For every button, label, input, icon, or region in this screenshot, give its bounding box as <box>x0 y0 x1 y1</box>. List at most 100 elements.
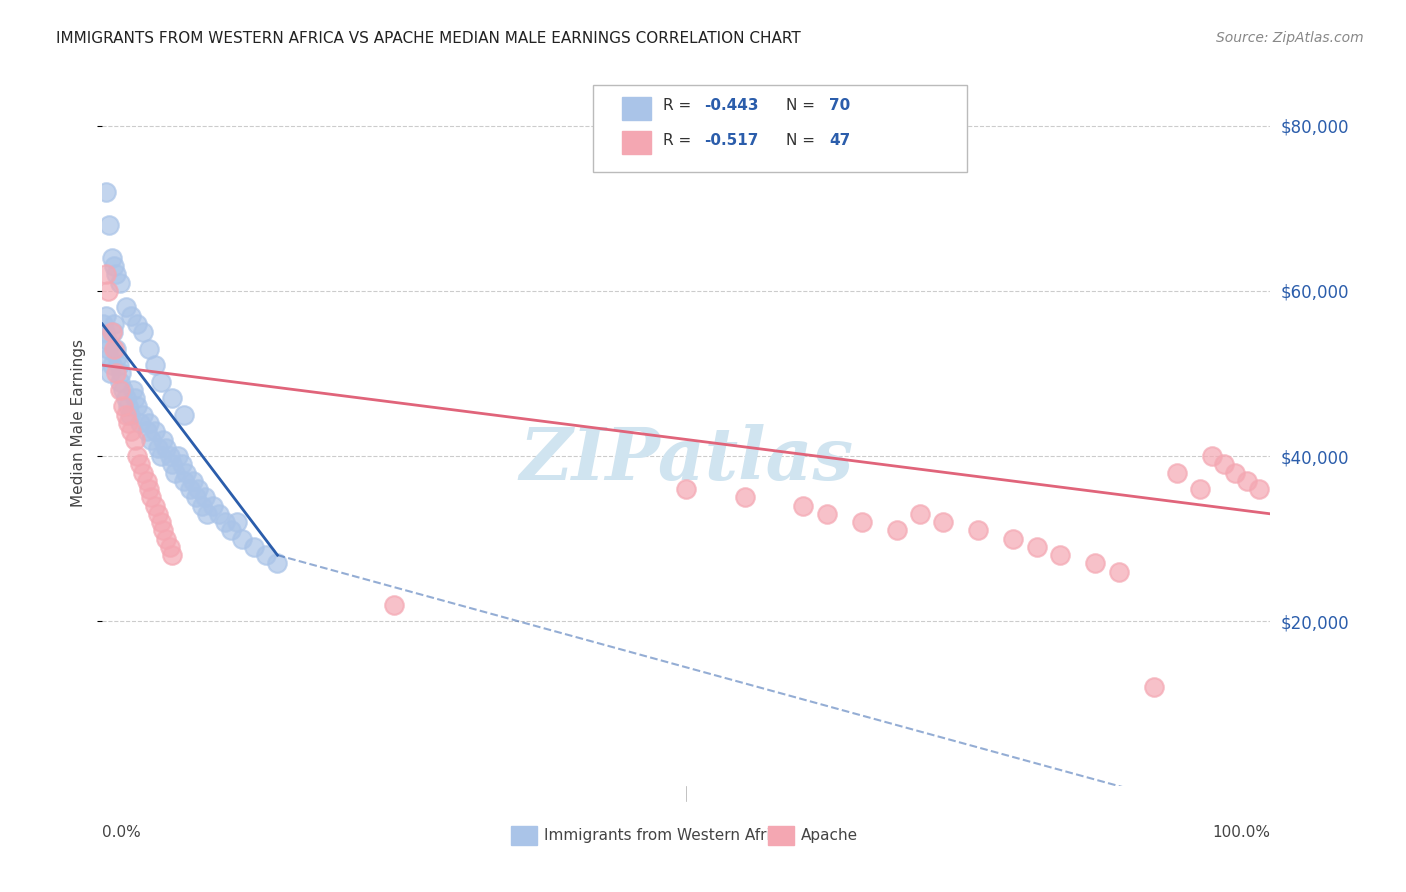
Point <box>1084 557 1107 571</box>
Point <box>162 548 184 562</box>
Point <box>851 515 873 529</box>
Text: 70: 70 <box>830 98 851 113</box>
Point <box>173 474 195 488</box>
FancyBboxPatch shape <box>593 85 967 172</box>
Point <box>117 400 139 414</box>
Text: Apache: Apache <box>801 829 858 843</box>
Point <box>792 499 814 513</box>
Point <box>202 499 225 513</box>
Point <box>97 284 120 298</box>
Point <box>94 268 117 282</box>
Point <box>120 309 142 323</box>
Point <box>135 424 157 438</box>
Point <box>1201 449 1223 463</box>
Point <box>105 342 128 356</box>
Point <box>148 507 170 521</box>
Point <box>149 515 172 529</box>
Point <box>194 491 217 505</box>
Point <box>266 557 288 571</box>
Text: -0.517: -0.517 <box>704 134 758 148</box>
Point <box>127 317 149 331</box>
Y-axis label: Median Male Earnings: Median Male Earnings <box>72 339 86 507</box>
Point <box>128 457 150 471</box>
Point <box>170 457 193 471</box>
Point <box>148 441 170 455</box>
Point <box>141 491 163 505</box>
Point <box>97 342 120 356</box>
Point <box>100 358 122 372</box>
Point <box>100 251 122 265</box>
Point <box>1025 540 1047 554</box>
Point <box>143 499 166 513</box>
Bar <box>768 826 794 845</box>
Point <box>98 350 121 364</box>
Point <box>149 449 172 463</box>
Point <box>108 383 131 397</box>
Point <box>101 325 124 339</box>
Point <box>127 400 149 414</box>
Point <box>1166 466 1188 480</box>
Point <box>94 309 117 323</box>
Text: 100.0%: 100.0% <box>1212 825 1271 840</box>
Point <box>128 416 150 430</box>
Point <box>124 391 146 405</box>
Point <box>1247 482 1270 496</box>
Point <box>675 482 697 496</box>
Bar <box>621 131 651 154</box>
Point <box>1108 565 1130 579</box>
Point <box>1143 680 1166 694</box>
Point <box>103 342 125 356</box>
Point <box>105 268 128 282</box>
Point <box>187 482 209 496</box>
Point <box>183 474 205 488</box>
Bar <box>512 826 537 845</box>
Point <box>179 482 201 496</box>
Point <box>132 325 155 339</box>
Point <box>734 491 756 505</box>
Point <box>159 449 181 463</box>
Point <box>112 400 135 414</box>
Point <box>155 441 177 455</box>
Point <box>100 325 122 339</box>
Point <box>149 375 172 389</box>
Point <box>1236 474 1258 488</box>
Point <box>908 507 931 521</box>
Point <box>93 317 115 331</box>
Text: 47: 47 <box>830 134 851 148</box>
Point <box>93 325 115 339</box>
Point <box>138 416 160 430</box>
Point <box>107 358 129 372</box>
Point <box>225 515 247 529</box>
Point <box>152 524 174 538</box>
Point <box>100 367 122 381</box>
Point <box>208 507 231 521</box>
Point <box>138 342 160 356</box>
Text: N =: N = <box>786 134 820 148</box>
Point <box>162 391 184 405</box>
Point <box>108 375 131 389</box>
Point <box>141 433 163 447</box>
Text: R =: R = <box>664 134 696 148</box>
Point <box>1002 532 1025 546</box>
Point <box>120 408 142 422</box>
Point <box>120 424 142 438</box>
Point <box>124 433 146 447</box>
Text: IMMIGRANTS FROM WESTERN AFRICA VS APACHE MEDIAN MALE EARNINGS CORRELATION CHART: IMMIGRANTS FROM WESTERN AFRICA VS APACHE… <box>56 31 801 46</box>
Point <box>231 532 253 546</box>
Point <box>117 416 139 430</box>
Point <box>243 540 266 554</box>
Point <box>103 317 125 331</box>
Text: 0.0%: 0.0% <box>103 825 141 840</box>
Point <box>176 466 198 480</box>
Text: Immigrants from Western Africa: Immigrants from Western Africa <box>544 829 789 843</box>
Point <box>138 482 160 496</box>
Point <box>886 524 908 538</box>
Point <box>98 218 121 232</box>
Point <box>214 515 236 529</box>
Point <box>103 259 125 273</box>
Point <box>114 301 136 315</box>
Point <box>143 424 166 438</box>
Point <box>815 507 838 521</box>
Point <box>132 466 155 480</box>
Point <box>114 408 136 422</box>
